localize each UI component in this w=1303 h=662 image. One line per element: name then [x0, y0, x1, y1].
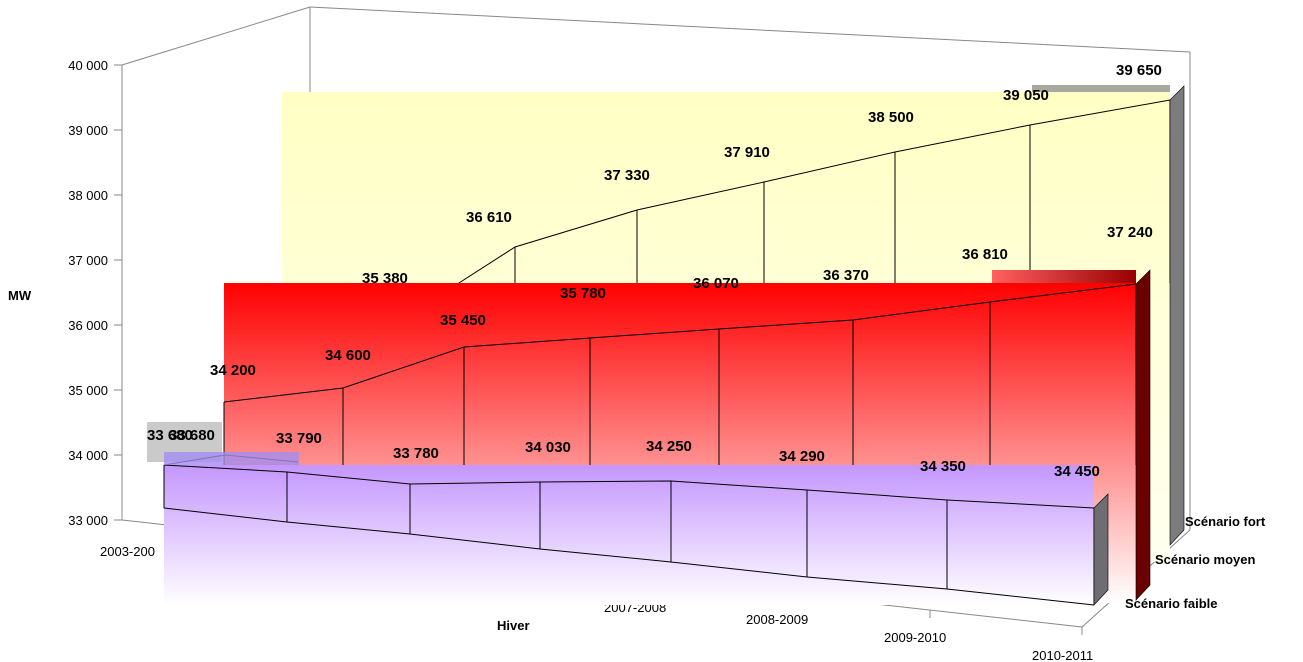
data-label: 37 910 [724, 144, 770, 161]
series-fort-cap [1032, 85, 1170, 92]
series-faible-cap [164, 452, 299, 465]
y-tick-label: 36 000 [68, 318, 108, 333]
x-tick-label: 2008-2009 [746, 612, 808, 627]
series-side-face [1135, 269, 1151, 601]
data-label: 38 500 [868, 109, 914, 126]
series-name-label: Scénario moyen [1155, 552, 1255, 567]
series-moyen-cap [992, 270, 1136, 283]
data-label: 34 450 [1054, 463, 1100, 480]
y-tick-label: 38 000 [68, 188, 108, 203]
series-faible: Scénario faible 33 680 33 790 33 780 34 030 3… [163, 427, 1217, 611]
data-label: 34 250 [646, 438, 692, 455]
x-axis-title: Hiver [497, 618, 530, 633]
x-tick-label: 2009-2010 [884, 630, 946, 645]
data-label: 33 790 [276, 430, 322, 447]
y-tick-label: 33 000 [68, 513, 108, 528]
series-line [223, 283, 1137, 403]
data-label: 36 070 [693, 275, 739, 292]
data-label: 37 330 [604, 167, 650, 184]
data-label: 39 650 [1116, 62, 1162, 79]
y-tick-label: 35 000 [68, 383, 108, 398]
data-label: 33 780 [393, 445, 439, 462]
series-side-face [1169, 85, 1185, 546]
data-label: 36 370 [823, 267, 869, 284]
data-label: 34 030 [525, 439, 571, 456]
data-label: 35 780 [560, 285, 606, 302]
data-label: 37 240 [1107, 224, 1153, 241]
data-label: 39 050 [1003, 87, 1049, 104]
data-label: 33 680 [169, 427, 215, 444]
y-axis: 33 000 34 000 35 000 36 000 37 000 38 000 39 0… [68, 58, 123, 528]
data-label: 36 610 [466, 209, 512, 226]
y-axis-title: MW [8, 288, 32, 303]
data-label: 36 810 [962, 246, 1008, 263]
x-tick-label: 2010-2011 [1032, 648, 1093, 662]
series-layer: Scénario fort 33 680 35 380 36 610 37 330 37 … [147, 62, 1266, 611]
y-tick-label: 40 000 [68, 58, 108, 73]
series-faible-fill [164, 465, 1094, 605]
series-name-label: Scénario faible [1125, 596, 1217, 611]
y-tick-label: 34 000 [68, 448, 108, 463]
x-tick-label: 2003-200 [100, 544, 155, 559]
data-label: 33 680 [147, 427, 193, 444]
series-front-edge [163, 507, 1095, 606]
y-tick-label: 37 000 [68, 253, 108, 268]
y-tick-label: 39 000 [68, 123, 108, 138]
series-line [282, 99, 1171, 291]
data-label: 34 290 [779, 448, 825, 465]
series-side-face [1093, 493, 1109, 606]
data-label: 35 450 [440, 312, 486, 329]
series-line [163, 464, 1095, 509]
series-name-label: Scénario fort [1185, 514, 1266, 529]
data-label: 35 380 [362, 270, 408, 287]
data-label: 34 350 [920, 458, 966, 475]
data-label: 34 600 [325, 347, 371, 364]
data-label: 34 200 [210, 362, 256, 379]
